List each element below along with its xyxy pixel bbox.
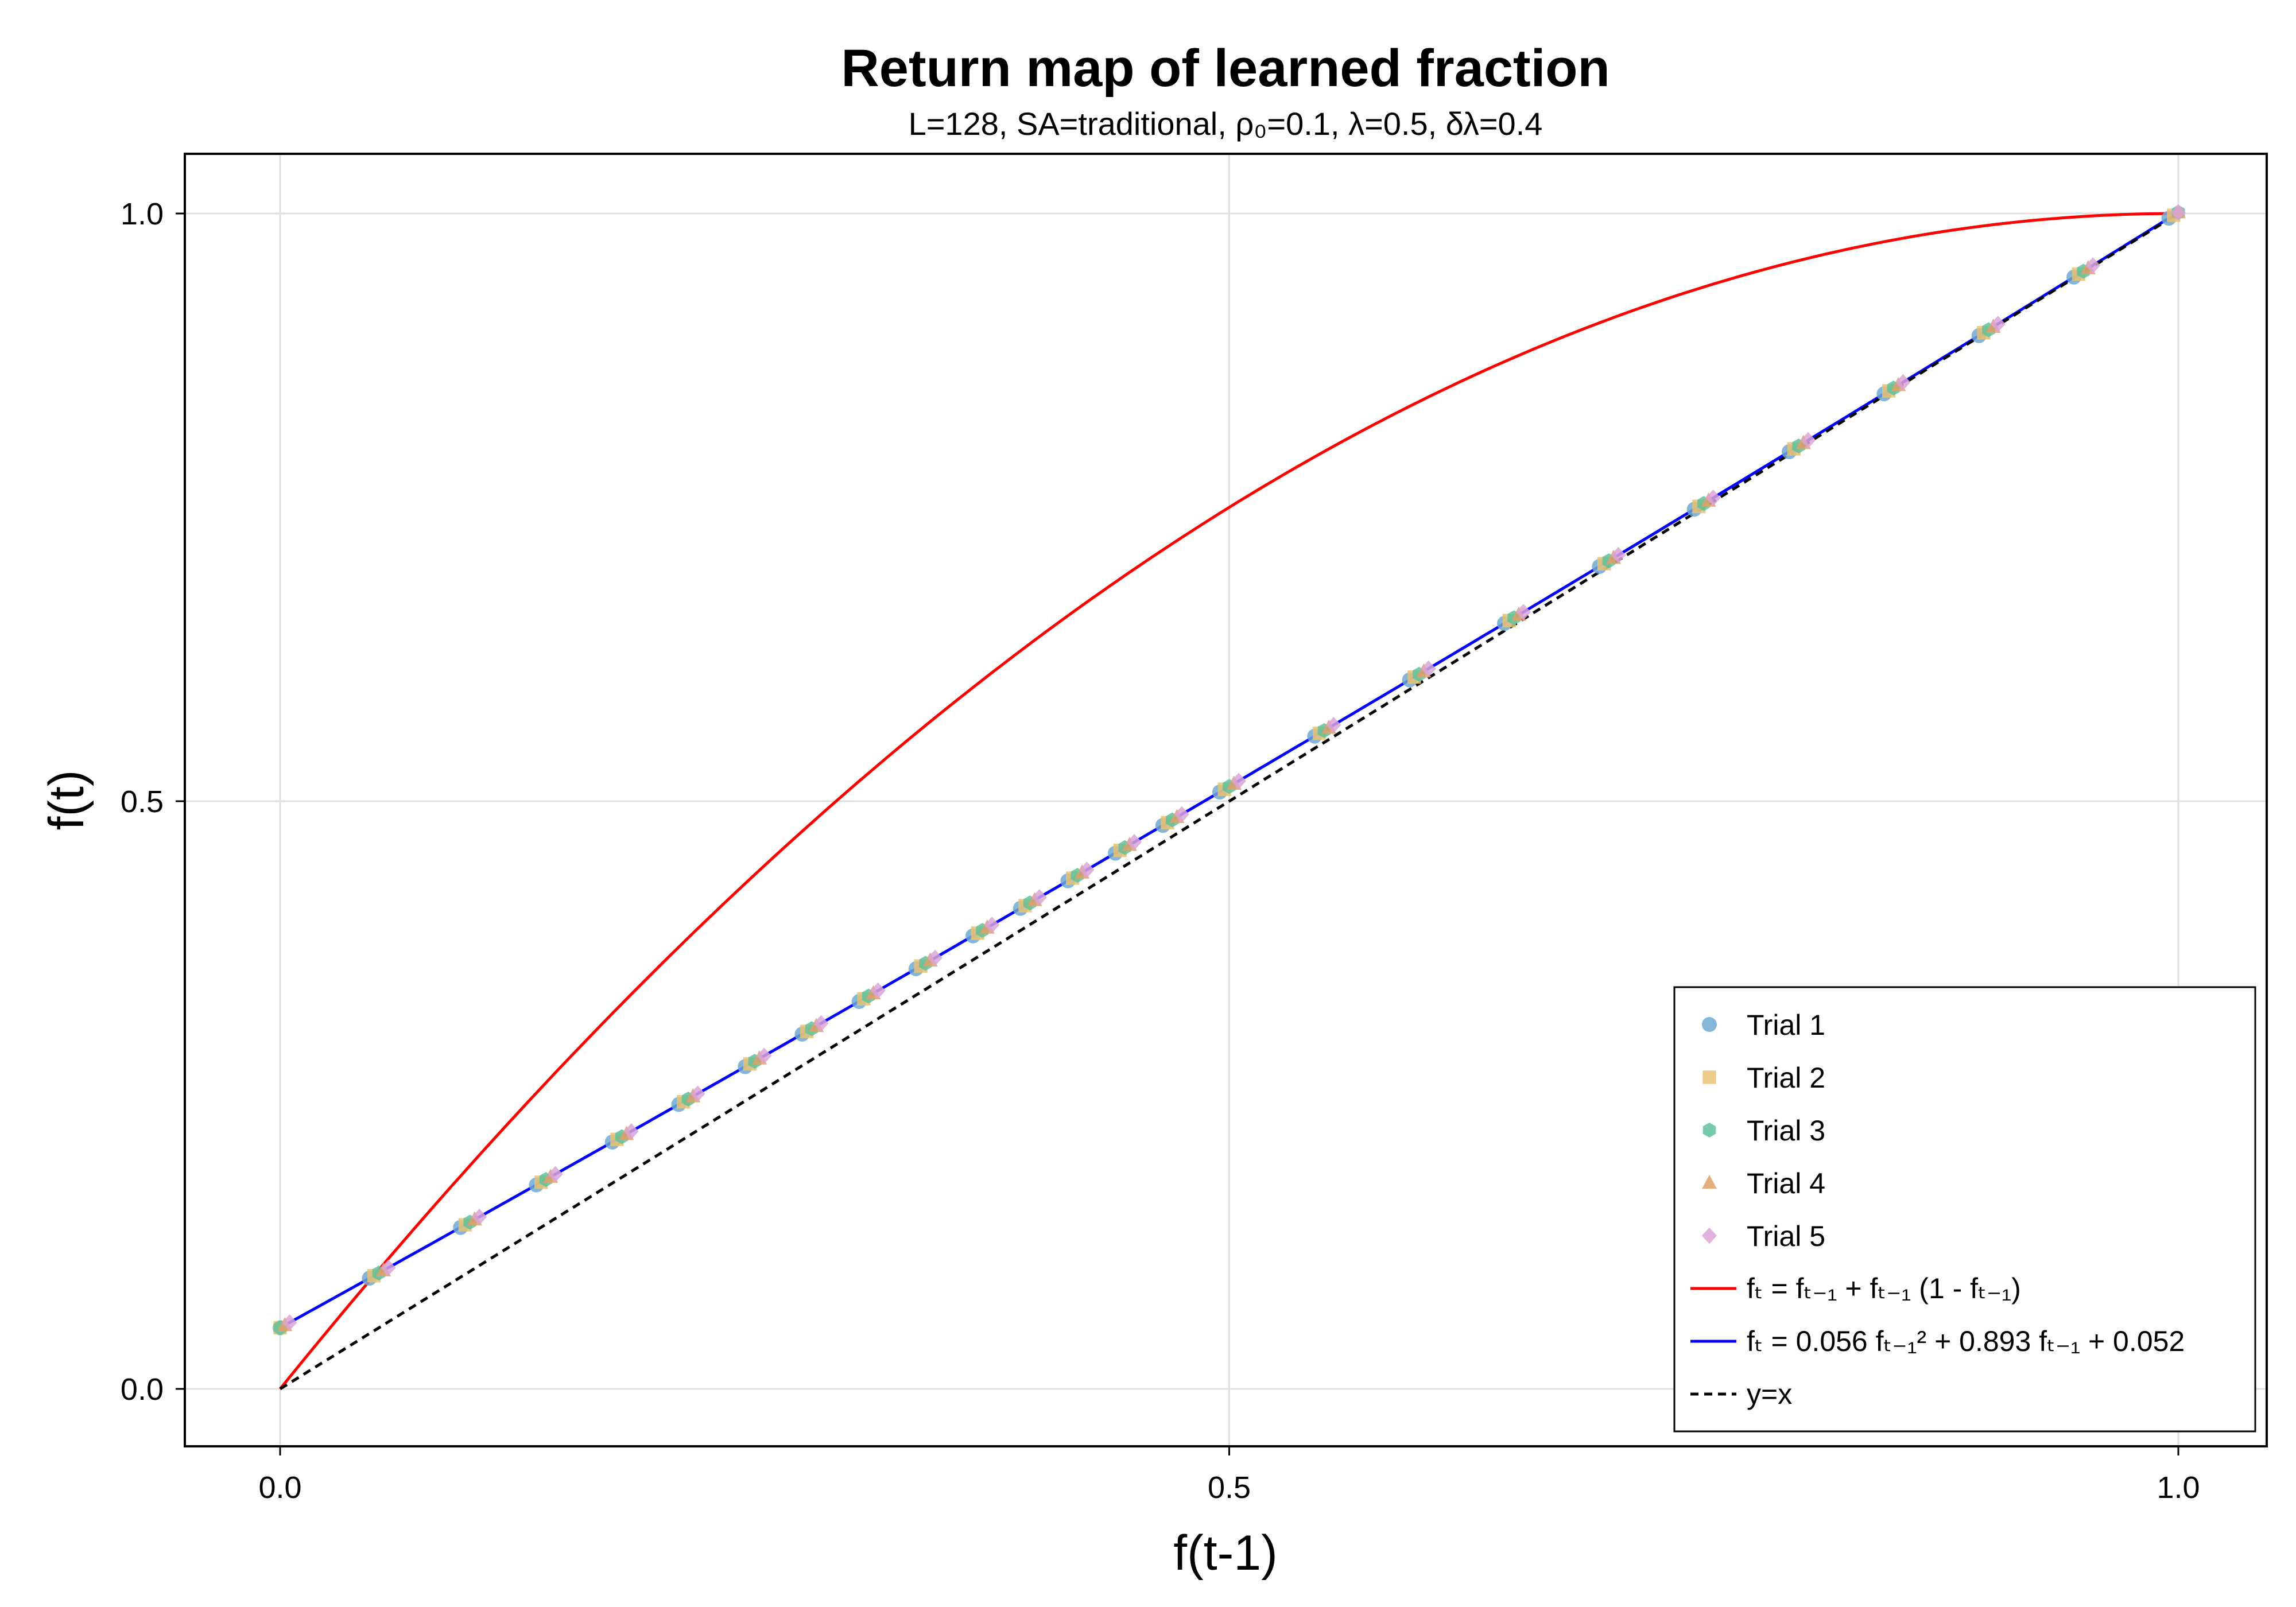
x-tick-label: 1.0 (2157, 1470, 2200, 1505)
legend-label: fₜ = fₜ₋₁ + fₜ₋₁ (1 - fₜ₋₁) (1747, 1272, 2021, 1305)
data-point (548, 1166, 563, 1183)
data-point (2085, 257, 2101, 274)
legend-entry-trial-3: Trial 3 (1702, 1115, 1825, 1147)
y-axis-label: f(t) (39, 770, 94, 830)
data-point (1326, 716, 1341, 733)
legend-entry-identity-line: y=x (1690, 1378, 1792, 1410)
data-point (1127, 833, 1142, 851)
chart-title: Return map of learned fraction (841, 39, 1609, 98)
legend-entry-trial-2: Trial 2 (1702, 1062, 1825, 1094)
data-point (472, 1208, 487, 1225)
data-point (2171, 204, 2186, 221)
legend-box (1673, 986, 2256, 1433)
legend-label: Trial 5 (1747, 1220, 1825, 1252)
identity-line (279, 212, 2179, 1391)
legend-entry-fit-curve: fₜ = 0.056 fₜ₋₁² + 0.893 fₜ₋₁ + 0.052 (1690, 1325, 2185, 1357)
legend-label: y=x (1747, 1378, 1792, 1410)
legend-label: Trial 4 (1747, 1167, 1825, 1200)
legend-marker (1702, 1123, 1716, 1138)
plot-frame (184, 153, 2268, 1447)
legend-marker (1702, 1174, 1717, 1189)
logistic-curve (279, 212, 2179, 1390)
data-point (870, 982, 886, 999)
y-tick-label: 0.5 (121, 785, 164, 819)
legend-label: Trial 1 (1747, 1009, 1825, 1041)
data-point (690, 1085, 705, 1102)
legend: Trial 1 Trial 2 Trial 3 Trial 4 Trial 5 fₜ = … (1673, 986, 2256, 1433)
y-tick-label: 0.0 (121, 1372, 164, 1407)
data-point (984, 917, 1000, 933)
data-point (1421, 660, 1436, 677)
data-point (1231, 773, 1247, 789)
data-point (623, 1123, 639, 1140)
x-axis-label: f(t-1) (1173, 1526, 1278, 1581)
y-tick-label: 1.0 (121, 197, 164, 231)
data-point (813, 1015, 829, 1032)
legend-marker (1702, 1227, 1717, 1244)
series-trial-5 (282, 204, 2186, 1331)
data-point (1031, 889, 1047, 906)
legend-label: fₜ = 0.056 fₜ₋₁² + 0.893 fₜ₋₁ + 0.052 (1747, 1325, 2185, 1357)
y-tick-labels: 0.0 0.5 1.0 (121, 197, 185, 1407)
data-point (1079, 861, 1095, 878)
legend-marker (1702, 1017, 1717, 1032)
legend-entry-trial-1: Trial 1 (1702, 1009, 1825, 1041)
data-point (1990, 316, 2006, 332)
data-points (273, 204, 2186, 1336)
legend-entry-trial-5: Trial 5 (1702, 1220, 1825, 1252)
data-point (1801, 432, 1816, 449)
legend-entry-logistic-curve: fₜ = fₜ₋₁ + fₜ₋₁ (1 - fₜ₋₁) (1690, 1272, 2021, 1305)
legend-marker (1702, 1070, 1716, 1084)
legend-label: Trial 2 (1747, 1062, 1825, 1094)
data-point (1174, 806, 1189, 823)
data-point (1895, 374, 1911, 391)
data-point (1516, 604, 1531, 620)
data-point (282, 1314, 297, 1331)
x-tick-labels: 0.0 0.5 1.0 (258, 1446, 2200, 1505)
x-tick-label: 0.5 (1208, 1470, 1251, 1505)
legend-entry-trial-4: Trial 4 (1702, 1167, 1825, 1200)
x-tick-label: 0.0 (258, 1470, 301, 1505)
data-point (757, 1047, 772, 1064)
data-point (381, 1259, 396, 1276)
data-point (1705, 490, 1721, 506)
legend-label: Trial 3 (1747, 1115, 1825, 1147)
data-point (927, 949, 943, 966)
chart-subtitle: L=128, SA=traditional, ρ₀=0.1, λ=0.5, δλ… (909, 106, 1543, 142)
data-point (1611, 546, 1626, 564)
